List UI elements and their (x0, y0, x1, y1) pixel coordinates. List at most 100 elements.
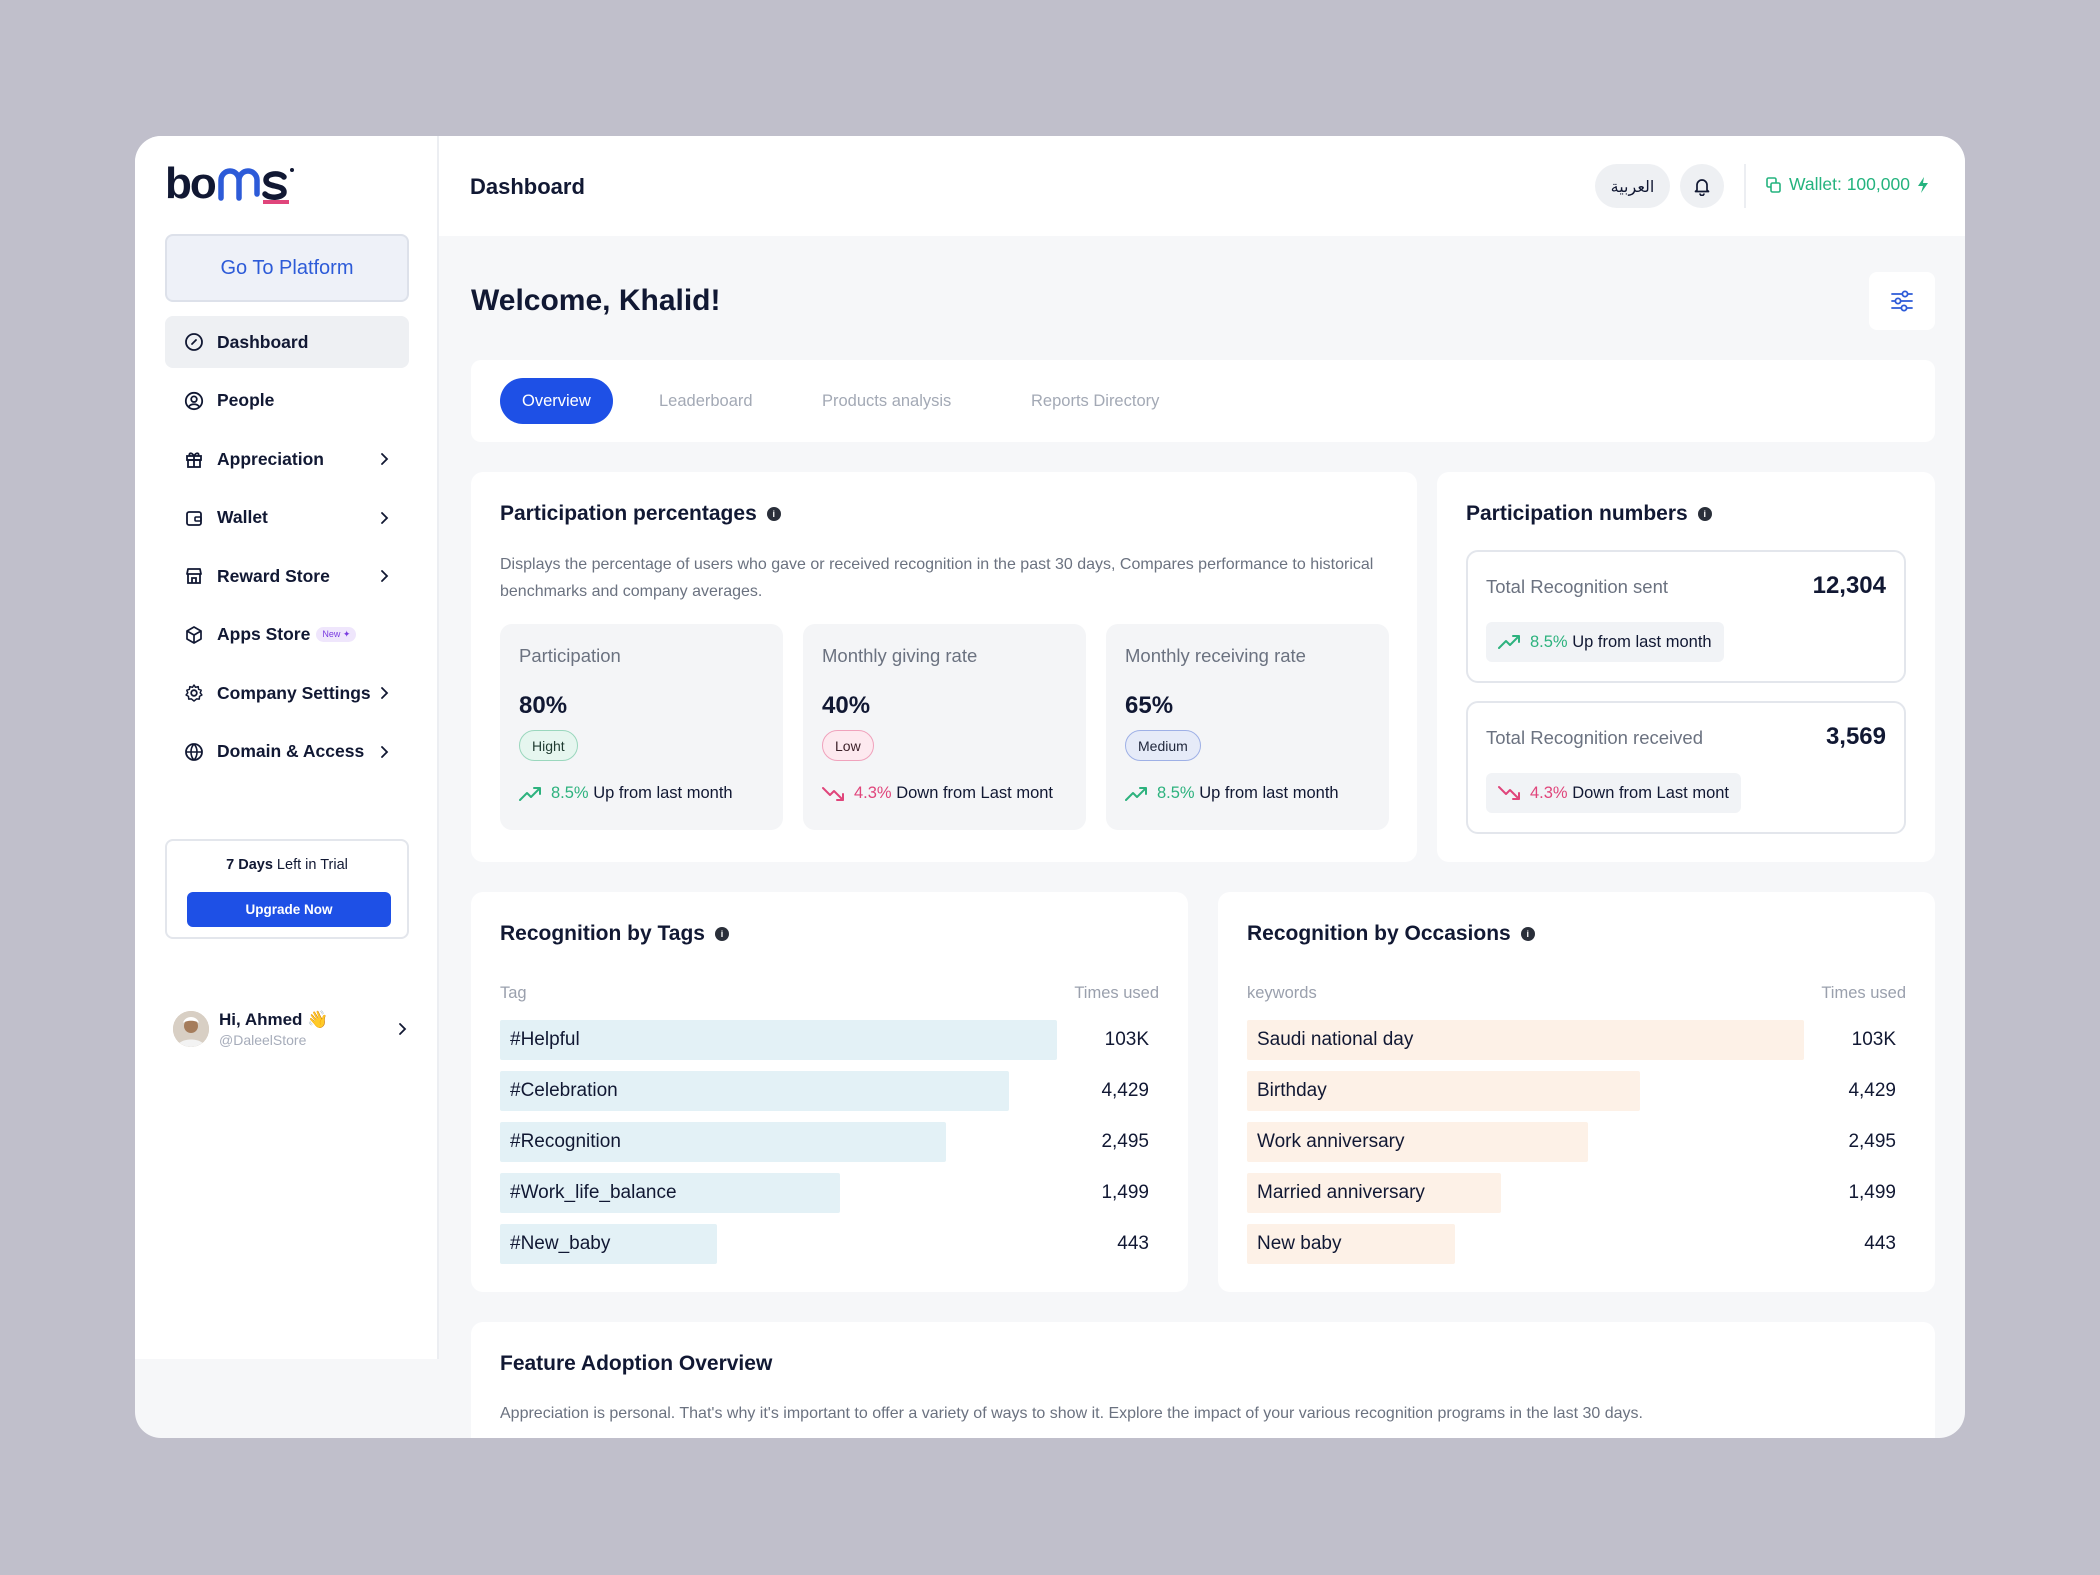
avatar (173, 1011, 209, 1047)
bar-value: 1,499 (1848, 1182, 1896, 1203)
stat-participation: Participation 80% Hight 8.5% Up from las… (500, 624, 783, 830)
gift-icon (183, 448, 205, 470)
bar-row: New baby 443 (1247, 1224, 1906, 1264)
go-to-platform-button[interactable]: Go To Platform (165, 234, 409, 302)
trend: 4.3% Down from Last mont (822, 784, 1053, 803)
tab-leaderboard[interactable]: Leaderboard (659, 391, 753, 410)
bar-row: #New_baby 443 (500, 1224, 1159, 1264)
bar-row: #Recognition 2,495 (500, 1122, 1159, 1162)
bar-value: 2,495 (1848, 1131, 1896, 1152)
cube-icon (183, 624, 205, 646)
sliders-icon (1891, 290, 1913, 312)
sidebar-item-reward-store[interactable]: Reward Store (165, 550, 409, 602)
bar-row: Saudi national day 103K (1247, 1020, 1906, 1060)
coins-icon (1766, 176, 1781, 193)
page-title: Dashboard (470, 174, 585, 199)
column-header-times-used: Times used (1074, 984, 1159, 1002)
sidebar-item-label: Dashboard (217, 331, 309, 352)
tab-products-analysis[interactable]: Products analysis (822, 391, 952, 410)
bar-row: #Work_life_balance 1,499 (500, 1173, 1159, 1213)
bar-label: Work anniversary (1257, 1131, 1405, 1152)
sidebar-item-dashboard[interactable]: Dashboard (165, 316, 409, 368)
bar-value: 4,429 (1101, 1080, 1149, 1101)
trend-down-icon (1498, 786, 1520, 800)
column-header-times-used: Times used (1821, 984, 1906, 1002)
dashboard-icon (183, 331, 205, 353)
sidebar-item-label: Reward Store (217, 565, 330, 586)
card-description: Displays the percentage of users who gav… (500, 556, 1374, 600)
stat-monthly-receiving: Monthly receiving rate 65% Medium 8.5% U… (1106, 624, 1389, 830)
bar-value: 1,499 (1101, 1182, 1149, 1203)
status-badge: Medium (1125, 730, 1201, 761)
trend: 8.5% Up from last month (519, 784, 733, 803)
chevron-right-icon (381, 687, 389, 699)
user-circle-icon (183, 390, 205, 412)
lightning-icon (1917, 176, 1928, 193)
sidebar-item-appreciation[interactable]: Appreciation (165, 433, 409, 485)
chevron-right-icon (381, 453, 389, 465)
info-icon[interactable]: i (766, 507, 781, 521)
profile-handle: @DaleelStore (219, 1032, 307, 1048)
sidebar-item-label: Appreciation (217, 448, 324, 469)
bar-fill (1247, 1224, 1455, 1264)
tab-reports-directory[interactable]: Reports Directory (1031, 391, 1160, 410)
bar-row: Married anniversary 1,499 (1247, 1173, 1906, 1213)
trend-up-icon (519, 786, 541, 801)
chevron-right-icon (381, 570, 389, 582)
bar-label: #Work_life_balance (510, 1182, 677, 1203)
sidebar-item-apps-store[interactable]: Apps Store New ✦ (165, 609, 409, 661)
card-title: Recognition by Tags i (500, 922, 729, 946)
recognition-by-tags-card: Recognition by Tags i Tag Times used #Hel… (471, 892, 1188, 1292)
tab-overview[interactable]: Overview (500, 378, 613, 424)
trend-up-icon (1498, 635, 1520, 649)
upgrade-now-button[interactable]: Upgrade Now (187, 892, 391, 927)
language-toggle-button[interactable]: العربية (1595, 164, 1670, 208)
bar-fill (1247, 1020, 1804, 1060)
wallet-balance[interactable]: Wallet: 100,000 (1765, 174, 1930, 195)
bar-fill (500, 1071, 1009, 1111)
card-title: Recognition by Occasions i (1247, 922, 1535, 946)
bar-value: 103K (1851, 1029, 1896, 1050)
bar-fill (1247, 1071, 1640, 1111)
total-received-box: Total Recognition received 3,569 4.3% Do… (1466, 701, 1906, 834)
bar-value: 4,429 (1848, 1080, 1896, 1101)
sidebar-item-domain-access[interactable]: Domain & Access (165, 726, 409, 778)
trial-text: 7 Days Left in Trial (226, 857, 348, 873)
bar-row: #Helpful 103K (500, 1020, 1159, 1060)
info-icon[interactable]: i (1520, 927, 1535, 941)
info-icon[interactable]: i (1697, 507, 1712, 521)
trial-card: 7 Days Left in Trial Upgrade Now (165, 839, 409, 939)
sidebar-item-company-settings[interactable]: Company Settings (165, 667, 409, 719)
participation-numbers-card: Participation numbers i Total Recognition… (1437, 472, 1935, 862)
new-badge: New ✦ (316, 627, 357, 642)
notifications-button[interactable] (1680, 164, 1724, 208)
trend: 4.3% Down from Last mont (1486, 773, 1742, 813)
sidebar-item-wallet[interactable]: Wallet (165, 492, 409, 544)
profile-menu[interactable]: Hi, Ahmed 👋 @DaleelStore (173, 1004, 409, 1054)
bar-label: Married anniversary (1257, 1182, 1425, 1203)
total-sent-box: Total Recognition sent 12,304 8.5% Up fr… (1466, 550, 1906, 683)
bar-label: #Helpful (510, 1029, 580, 1050)
divider (1744, 164, 1746, 208)
chevron-right-icon (381, 745, 389, 758)
bonus-logo: bo (165, 164, 294, 204)
bell-icon (1694, 179, 1710, 196)
sidebar-item-people[interactable]: People (165, 375, 409, 427)
main-content: Welcome, Khalid! Overview Leaderboard Pr… (439, 236, 1965, 1438)
bar-label: #Recognition (510, 1131, 621, 1152)
sidebar-item-label: Company Settings (217, 682, 371, 703)
sidebar: bo Go To Platform Dashboard People Appre… (135, 136, 439, 1359)
trend: 8.5% Up from last month (1486, 622, 1724, 662)
wallet-icon (183, 507, 205, 529)
trend: 8.5% Up from last month (1125, 784, 1339, 803)
app-window: bo Go To Platform Dashboard People Appre… (135, 136, 1965, 1438)
wave-icon: 👋 (307, 1010, 329, 1029)
chevron-right-icon (399, 1023, 407, 1035)
bar-label: #New_baby (510, 1233, 611, 1254)
svg-text:bo: bo (165, 164, 216, 204)
recognition-by-occasions-card: Recognition by Occasions i keywords Times… (1218, 892, 1935, 1292)
info-icon[interactable]: i (714, 927, 729, 941)
tab-bar: Overview Leaderboard Products analysis R… (471, 360, 1935, 442)
card-title: Participation percentages i (500, 502, 781, 526)
filter-settings-button[interactable] (1869, 272, 1935, 330)
